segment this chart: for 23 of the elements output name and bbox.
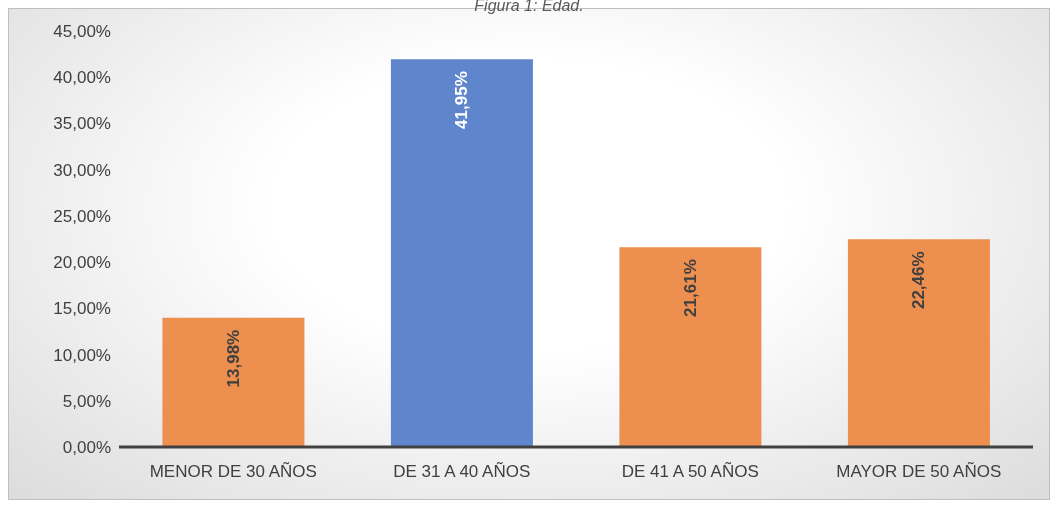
- y-tick-label: 15,00%: [53, 299, 111, 319]
- chart-title: Figura 1: Edad.: [473, 0, 585, 15]
- y-tick-label: 40,00%: [53, 68, 111, 88]
- data-label: 22,46%: [909, 251, 929, 310]
- y-tick-label: 45,00%: [53, 22, 111, 42]
- y-tick-label: 20,00%: [53, 253, 111, 273]
- y-tick-label: 0,00%: [62, 438, 111, 458]
- data-label: 41,95%: [452, 71, 472, 129]
- x-tick-label: DE 31 A 40 AÑOS: [393, 462, 531, 482]
- data-label: 13,98%: [223, 329, 243, 388]
- data-label: 21,61%: [680, 259, 700, 317]
- bar: [390, 59, 533, 447]
- bar: [162, 317, 305, 447]
- y-tick-label: 10,00%: [53, 345, 111, 365]
- bar: [619, 247, 762, 447]
- x-tick-label: DE 41 A 50 AÑOS: [621, 462, 759, 482]
- y-tick-label: 35,00%: [53, 114, 111, 134]
- x-tick-label: MAYOR DE 50 AÑOS: [836, 462, 1002, 482]
- y-tick-label: 5,00%: [62, 391, 111, 411]
- bar: [847, 239, 990, 447]
- y-tick-label: 25,00%: [53, 206, 111, 226]
- y-tick-label: 30,00%: [53, 160, 111, 180]
- x-tick-label: MENOR DE 30 AÑOS: [149, 462, 317, 482]
